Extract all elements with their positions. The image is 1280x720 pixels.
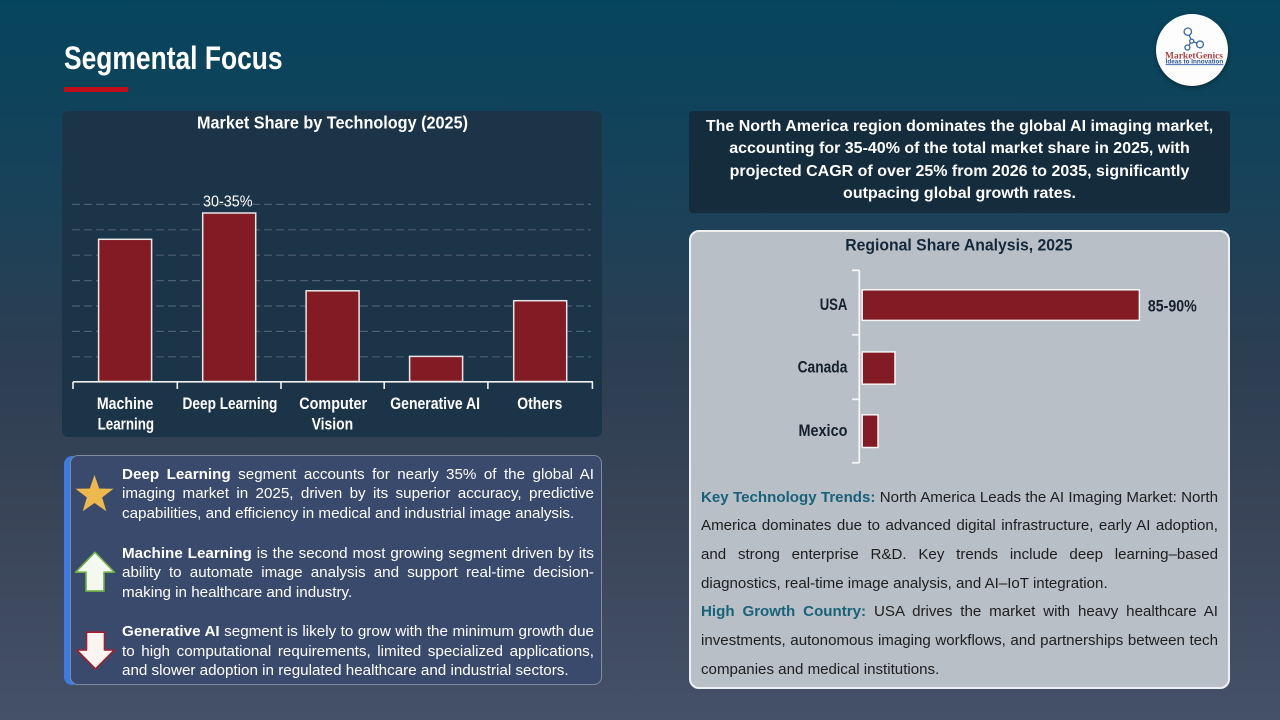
svg-text:Machine: Machine xyxy=(97,395,153,413)
svg-text:Learning: Learning xyxy=(98,416,155,434)
svg-text:Deep Learning: Deep Learning xyxy=(183,395,278,413)
svg-text:Mexico: Mexico xyxy=(799,422,848,440)
svg-text:Ideas to Innovation: Ideas to Innovation xyxy=(1166,59,1224,65)
svg-text:Market Share by Technology (20: Market Share by Technology (2025) xyxy=(197,113,468,133)
svg-text:Canada: Canada xyxy=(798,358,849,376)
svg-text:Generative AI: Generative AI xyxy=(390,395,480,413)
svg-text:Vision: Vision xyxy=(312,416,354,434)
svg-text:85-90%: 85-90% xyxy=(1148,297,1197,315)
svg-text:MarketGenics: MarketGenics xyxy=(1165,50,1223,60)
svg-text:USA: USA xyxy=(820,296,848,314)
svg-text:Regional Share Analysis, 2025: Regional Share Analysis, 2025 xyxy=(845,236,1072,255)
svg-text:Others: Others xyxy=(517,395,562,413)
svg-text:30-35%: 30-35% xyxy=(203,193,253,210)
svg-text:Computer: Computer xyxy=(299,395,367,413)
